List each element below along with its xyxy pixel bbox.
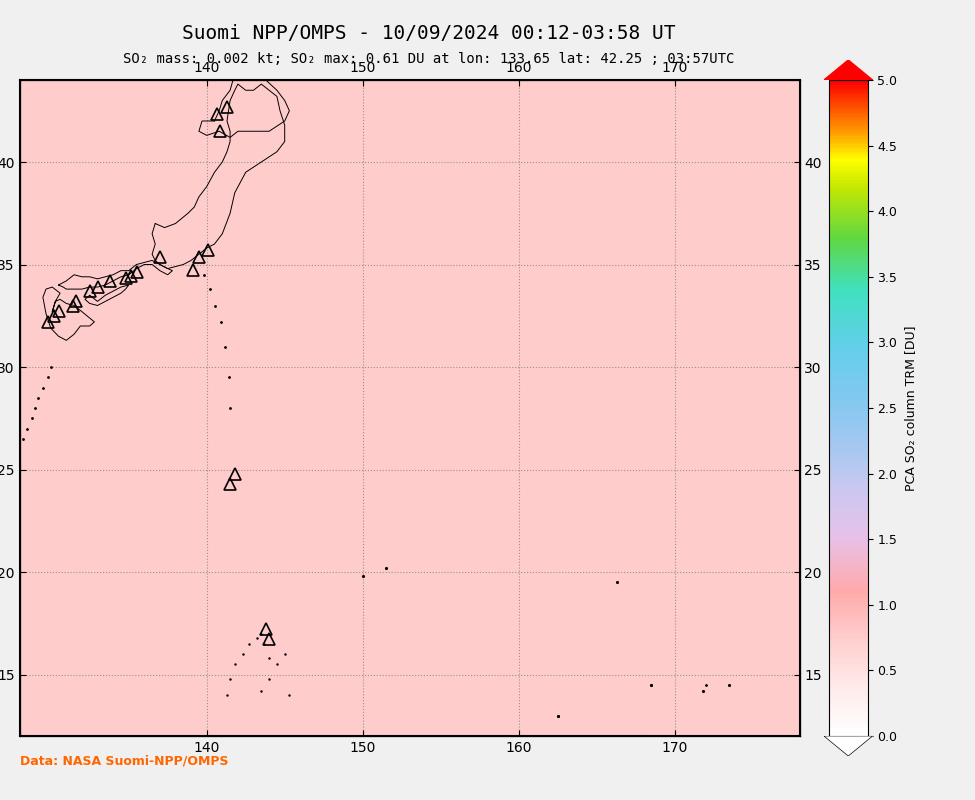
Text: SO₂ mass: 0.002 kt; SO₂ max: 0.61 DU at lon: 133.65 lat: 42.25 ; 03:57UTC: SO₂ mass: 0.002 kt; SO₂ max: 0.61 DU at … — [123, 52, 735, 66]
Text: Data: NASA Suomi-NPP/OMPS: Data: NASA Suomi-NPP/OMPS — [20, 755, 228, 768]
Text: Suomi NPP/OMPS - 10/09/2024 00:12-03:58 UT: Suomi NPP/OMPS - 10/09/2024 00:12-03:58 … — [182, 24, 676, 43]
Polygon shape — [824, 60, 873, 80]
Y-axis label: PCA SO₂ column TRM [DU]: PCA SO₂ column TRM [DU] — [905, 326, 917, 490]
Polygon shape — [824, 736, 873, 756]
